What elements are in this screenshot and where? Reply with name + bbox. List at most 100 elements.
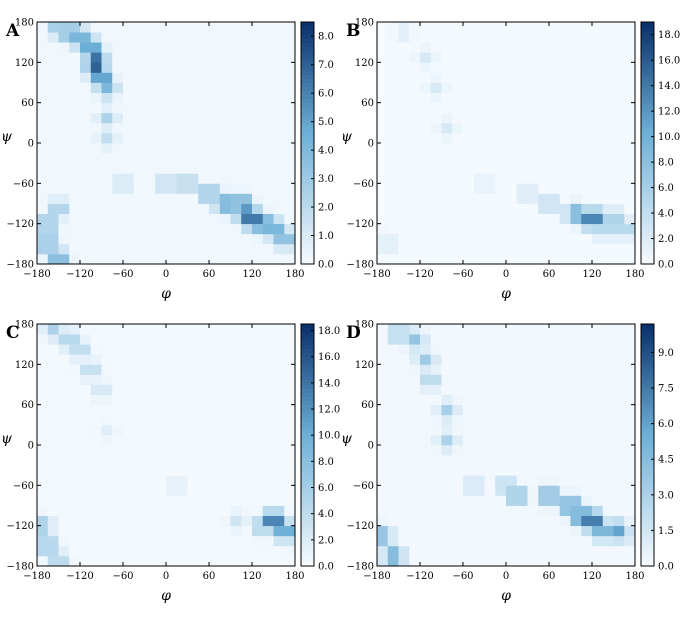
heatmap-cell (90, 374, 102, 385)
heatmap-cell (559, 555, 571, 567)
heatmap-cell (90, 535, 102, 547)
heatmap-cell (613, 424, 625, 436)
heatmap-cell (463, 455, 475, 466)
colorbar-tick-label: 16.0 (318, 352, 340, 363)
colorbar-segment (301, 424, 314, 430)
heatmap-cell (484, 22, 496, 33)
heatmap-cell (538, 32, 550, 43)
heatmap-cell (209, 92, 221, 104)
heatmap-cell (495, 223, 507, 235)
heatmap-cell (112, 62, 124, 73)
heatmap-cell (452, 555, 464, 567)
heatmap-cell (409, 545, 421, 557)
heatmap-cell (209, 122, 221, 134)
y-tick-label: −180 (7, 260, 34, 271)
colorbar-segment (641, 453, 654, 458)
heatmap-cell (495, 344, 507, 355)
heatmap-cell (516, 243, 528, 255)
colorbar-segment (641, 90, 654, 96)
heatmap-cell (398, 153, 410, 164)
colorbar-tick-label: 6.0 (318, 89, 334, 100)
heatmap-cell (241, 434, 253, 446)
heatmap-cell (409, 193, 421, 204)
heatmap-cell (144, 354, 156, 365)
heatmap-cell (398, 374, 410, 385)
heatmap-cell (420, 555, 432, 567)
heatmap-cell (187, 465, 199, 476)
colorbar-segment (641, 533, 654, 539)
colorbar-segment (301, 392, 314, 398)
heatmap-cell (527, 92, 539, 104)
heatmap-cell (198, 424, 210, 436)
heatmap-cell (516, 82, 528, 93)
heatmap-cell (549, 485, 561, 496)
colorbar-segment (641, 94, 654, 100)
heatmap-cell (387, 354, 399, 365)
heatmap-cell (284, 183, 296, 194)
heatmap-cell (252, 414, 264, 426)
heatmap-cell (123, 52, 135, 63)
heatmap-cell (133, 122, 145, 134)
heatmap-cell (570, 515, 582, 527)
heatmap-cell (176, 424, 188, 436)
heatmap-cell (441, 495, 453, 506)
heatmap-cell (495, 62, 507, 73)
heatmap-cell (592, 455, 604, 466)
heatmap-cell (123, 535, 135, 547)
heatmap-cell (473, 92, 485, 104)
heatmap-cell (262, 112, 274, 124)
heatmap-cell (602, 173, 614, 184)
heatmap-cell (112, 495, 124, 506)
heatmap-cell (506, 525, 518, 537)
heatmap-cell (624, 213, 636, 225)
heatmap-cell (441, 465, 453, 476)
heatmap-cell (209, 354, 221, 365)
heatmap-cell (387, 545, 399, 557)
heatmap-cell (187, 455, 199, 466)
heatmap-cell (538, 535, 550, 547)
heatmap-cell (549, 223, 561, 235)
heatmap-cell (219, 334, 231, 345)
heatmap-cell (377, 414, 389, 426)
heatmap-cell (219, 414, 231, 426)
heatmap-cell (484, 42, 496, 53)
heatmap-cell (463, 243, 475, 255)
heatmap-cell (176, 42, 188, 53)
colorbar-tick-label: 4.0 (318, 509, 334, 520)
heatmap-cell (187, 394, 199, 406)
heatmap-cell (252, 82, 264, 93)
heatmap-cell (484, 515, 496, 527)
heatmap-cell (133, 364, 145, 375)
heatmap-cell (430, 102, 442, 114)
heatmap-cell (262, 555, 274, 567)
heatmap-cell (463, 475, 475, 486)
heatmap-cell (133, 233, 145, 245)
heatmap-cell (262, 545, 274, 557)
heatmap-cell (58, 62, 70, 73)
heatmap-cell (90, 193, 102, 204)
colorbar-segment (301, 239, 314, 245)
heatmap-cell (80, 445, 92, 456)
colorbar-segment (301, 235, 314, 241)
heatmap-cell (602, 324, 614, 335)
heatmap-cell (101, 525, 113, 537)
heatmap-cell (387, 143, 399, 154)
heatmap-cell (602, 384, 614, 395)
heatmap-cell (387, 424, 399, 436)
heatmap-cell (527, 112, 539, 124)
heatmap-cell (144, 394, 156, 406)
heatmap-cell (452, 344, 464, 355)
heatmap-cell (377, 173, 389, 184)
heatmap-cell (69, 112, 81, 124)
heatmap-cell (123, 163, 135, 174)
heatmap-cell (398, 344, 410, 355)
heatmap-cell (549, 324, 561, 335)
heatmap-cell (592, 122, 604, 134)
colorbar-segment (641, 517, 654, 523)
heatmap-cell (37, 495, 49, 506)
heatmap-cell (209, 465, 221, 476)
heatmap-cell (69, 102, 81, 114)
heatmap-cell (209, 374, 221, 385)
heatmap-cell (527, 535, 539, 547)
heatmap-cell (230, 354, 242, 365)
